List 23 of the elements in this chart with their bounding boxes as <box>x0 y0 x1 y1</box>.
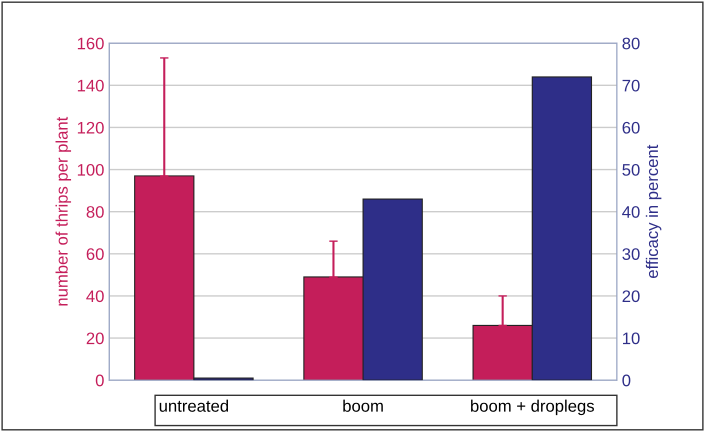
x-tick-label: untreated <box>160 400 228 412</box>
y-tick-label: 140 <box>78 80 104 92</box>
y2-tick-label: 60 <box>622 122 640 134</box>
y-axis-title: number of thrips per plant <box>56 116 72 306</box>
x-tick-label: boom + droplegs <box>471 400 594 416</box>
y2-tick-label: 0 <box>622 374 630 386</box>
y-tick-label: 100 <box>78 164 104 176</box>
x-tick-label: boom <box>343 400 383 412</box>
y2-tick-label: 80 <box>622 38 640 50</box>
y-tick-label: 40 <box>86 290 104 302</box>
y2-tick-label: 40 <box>622 206 640 218</box>
y-tick-label: 80 <box>86 206 104 218</box>
y2-tick-label: 10 <box>623 332 640 344</box>
y-tick-label: 160 <box>78 38 104 50</box>
y-tick-label: 60 <box>86 248 104 260</box>
y2-tick-label: 50 <box>622 164 640 176</box>
y2-axis-title: efficacy in percent <box>646 144 662 278</box>
y2-tick-label: 70 <box>622 80 640 92</box>
y2-tick-label: 20 <box>622 290 640 302</box>
y2-tick-label: 30 <box>622 248 640 260</box>
y-tick-label: 0 <box>96 374 104 386</box>
y-tick-label: 120 <box>78 122 104 134</box>
y-tick-label: 20 <box>86 332 104 344</box>
